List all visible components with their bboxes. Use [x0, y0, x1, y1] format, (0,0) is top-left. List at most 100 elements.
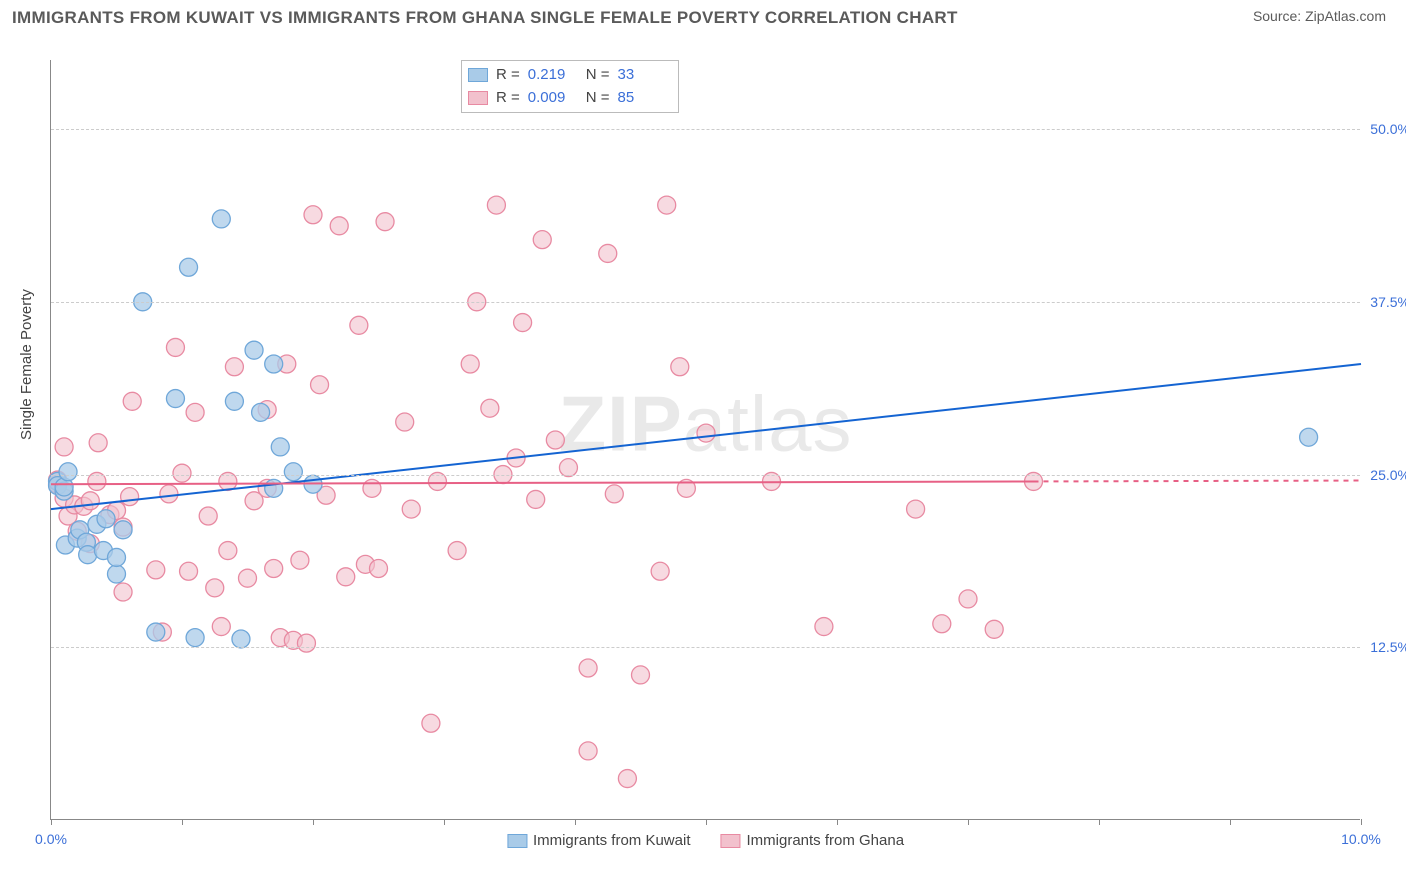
scatter-point [396, 413, 414, 431]
scatter-point [147, 561, 165, 579]
legend-item-kuwait: Immigrants from Kuwait [507, 832, 691, 849]
scatter-point [579, 659, 597, 677]
scatter-point [284, 463, 302, 481]
scatter-point [199, 507, 217, 525]
scatter-point [533, 231, 551, 249]
scatter-point [59, 463, 77, 481]
scatter-point [108, 565, 126, 583]
scatter-point [252, 403, 270, 421]
y-tick-label: 12.5% [1365, 639, 1406, 655]
x-tick [182, 819, 183, 825]
stats-legend: R = 0.219 N = 33 R = 0.009 N = 85 [461, 60, 679, 113]
swatch-ghana [468, 91, 488, 105]
gridline [51, 475, 1360, 476]
scatter-point [579, 742, 597, 760]
x-tick [51, 819, 52, 825]
scatter-point [147, 623, 165, 641]
scatter-point [350, 316, 368, 334]
scatter-point [370, 560, 388, 578]
scatter-point [1300, 428, 1318, 446]
regression-line-dashed [1034, 481, 1362, 482]
x-tick-label: 10.0% [1341, 831, 1381, 847]
scatter-point [330, 217, 348, 235]
scatter-point [658, 196, 676, 214]
scatter-point [186, 403, 204, 421]
x-tick [968, 819, 969, 825]
n-value-ghana: 85 [618, 87, 668, 110]
x-tick [1099, 819, 1100, 825]
scatter-point [461, 355, 479, 373]
scatter-point [114, 521, 132, 539]
legend-item-ghana: Immigrants from Ghana [720, 832, 904, 849]
scatter-point [618, 770, 636, 788]
n-value-kuwait: 33 [618, 64, 668, 87]
scatter-point [225, 358, 243, 376]
scatter-point [97, 510, 115, 528]
scatter-point [265, 355, 283, 373]
scatter-point [114, 583, 132, 601]
gridline [51, 302, 1360, 303]
scatter-point [225, 392, 243, 410]
r-label: R = [496, 87, 520, 110]
x-tick-label: 0.0% [35, 831, 67, 847]
scatter-point [121, 488, 139, 506]
scatter-point [271, 438, 289, 456]
scatter-point [671, 358, 689, 376]
scatter-point [232, 630, 250, 648]
scatter-point [180, 258, 198, 276]
x-tick [575, 819, 576, 825]
scatter-point [481, 399, 499, 417]
y-axis-title: Single Female Poverty [18, 289, 35, 440]
swatch-kuwait [468, 68, 488, 82]
stats-row-ghana: R = 0.009 N = 85 [468, 87, 668, 110]
scatter-point [291, 551, 309, 569]
scatter-point [907, 500, 925, 518]
scatter-point [487, 196, 505, 214]
scatter-point [632, 666, 650, 684]
scatter-point [376, 213, 394, 231]
scatter-point [108, 548, 126, 566]
scatter-point [81, 492, 99, 510]
stats-row-kuwait: R = 0.219 N = 33 [468, 64, 668, 87]
bottom-legend: Immigrants from Kuwait Immigrants from G… [507, 832, 904, 849]
scatter-point [697, 424, 715, 442]
scatter-point [514, 314, 532, 332]
source-label: Source: ZipAtlas.com [1253, 8, 1386, 24]
scatter-point [402, 500, 420, 518]
scatter-point [180, 562, 198, 580]
x-tick [444, 819, 445, 825]
scatter-point [959, 590, 977, 608]
scatter-point [212, 210, 230, 228]
scatter-point [599, 244, 617, 262]
scatter-point [363, 479, 381, 497]
n-label: N = [586, 87, 610, 110]
legend-label-ghana: Immigrants from Ghana [746, 832, 904, 849]
x-tick [706, 819, 707, 825]
gridline [51, 129, 1360, 130]
x-tick [313, 819, 314, 825]
scatter-point [311, 376, 329, 394]
scatter-point [422, 714, 440, 732]
swatch-ghana [720, 834, 740, 848]
scatter-point [933, 615, 951, 633]
scatter-point [219, 542, 237, 560]
chart-title: IMMIGRANTS FROM KUWAIT VS IMMIGRANTS FRO… [12, 8, 958, 28]
scatter-point [206, 579, 224, 597]
scatter-point [815, 618, 833, 636]
swatch-kuwait [507, 834, 527, 848]
r-label: R = [496, 64, 520, 87]
scatter-point [265, 560, 283, 578]
regression-line [51, 364, 1361, 509]
scatter-point [448, 542, 466, 560]
scatter-point [212, 618, 230, 636]
scatter-point [297, 634, 315, 652]
scatter-point [239, 569, 257, 587]
x-tick [1230, 819, 1231, 825]
regression-line [51, 481, 1034, 484]
scatter-point [304, 206, 322, 224]
y-tick-label: 50.0% [1365, 121, 1406, 137]
scatter-point [985, 620, 1003, 638]
scatter-point [651, 562, 669, 580]
scatter-point [79, 546, 97, 564]
n-label: N = [586, 64, 610, 87]
